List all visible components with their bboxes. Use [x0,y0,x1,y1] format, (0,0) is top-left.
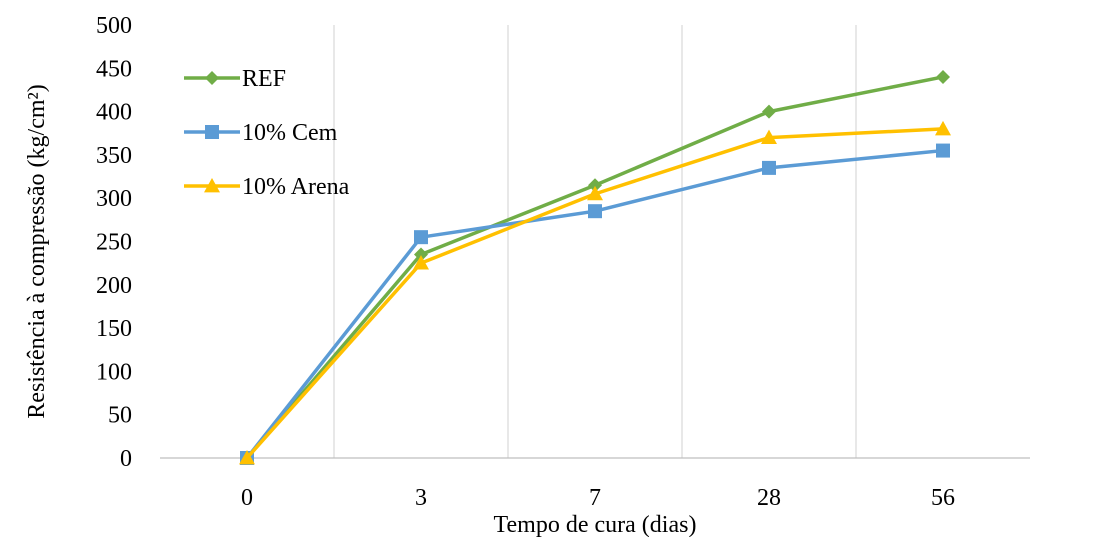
data-point [588,204,602,219]
data-point [762,104,776,119]
y-tick-label: 450 [96,56,132,82]
data-point [414,247,428,262]
legend: REF 10% Cem 10% Arena [184,66,350,200]
x-tick-label: 3 [415,485,427,511]
y-tick-label: 150 [96,316,132,342]
data-point [936,143,950,158]
y-tick-label: 500 [96,13,132,39]
y-tick-label: 50 [108,403,132,429]
legend-label: 10% Cem [242,120,338,146]
series-layer [239,69,951,465]
grid-lines [333,25,857,458]
x-tick-label: 7 [589,485,601,511]
data-point [588,178,602,193]
data-point [936,69,950,84]
legend-label: REF [242,66,286,92]
legend-item: REF [184,66,286,92]
data-point [239,450,255,465]
x-tick-label: 28 [757,485,781,511]
y-tick-label: 400 [96,100,132,126]
y-axis-title: Resistência à compressão (kg/cm²) [24,84,50,418]
y-tick-label: 0 [120,446,132,472]
data-point [762,160,776,175]
data-point [935,120,951,136]
legend-item: 10% Cem [184,120,338,146]
legend-item: 10% Arena [184,174,350,200]
data-point [413,255,429,270]
y-tick-label: 200 [96,273,132,299]
y-tick-label: 300 [96,186,132,212]
series-3 [239,120,951,465]
y-tick-label: 350 [96,143,132,169]
series-1 [240,69,950,465]
data-point [587,185,603,201]
legend-label: 10% Arena [242,174,350,200]
legend-marker [204,178,220,193]
data-point [761,129,777,144]
legend-marker [205,71,219,85]
x-tick-label: 0 [241,485,253,511]
x-tick-label: 56 [931,485,955,511]
y-axis-ticks: 0 50 100 150 200 250 300 350 400 450 500 [96,13,132,472]
y-tick-label: 250 [96,230,132,256]
x-axis-title: Tempo de cura (dias) [494,512,697,537]
y-tick-label: 100 [96,359,132,385]
x-axis-ticks: 0 3 7 28 56 [241,485,955,511]
data-point [414,230,428,245]
legend-marker [205,125,219,139]
